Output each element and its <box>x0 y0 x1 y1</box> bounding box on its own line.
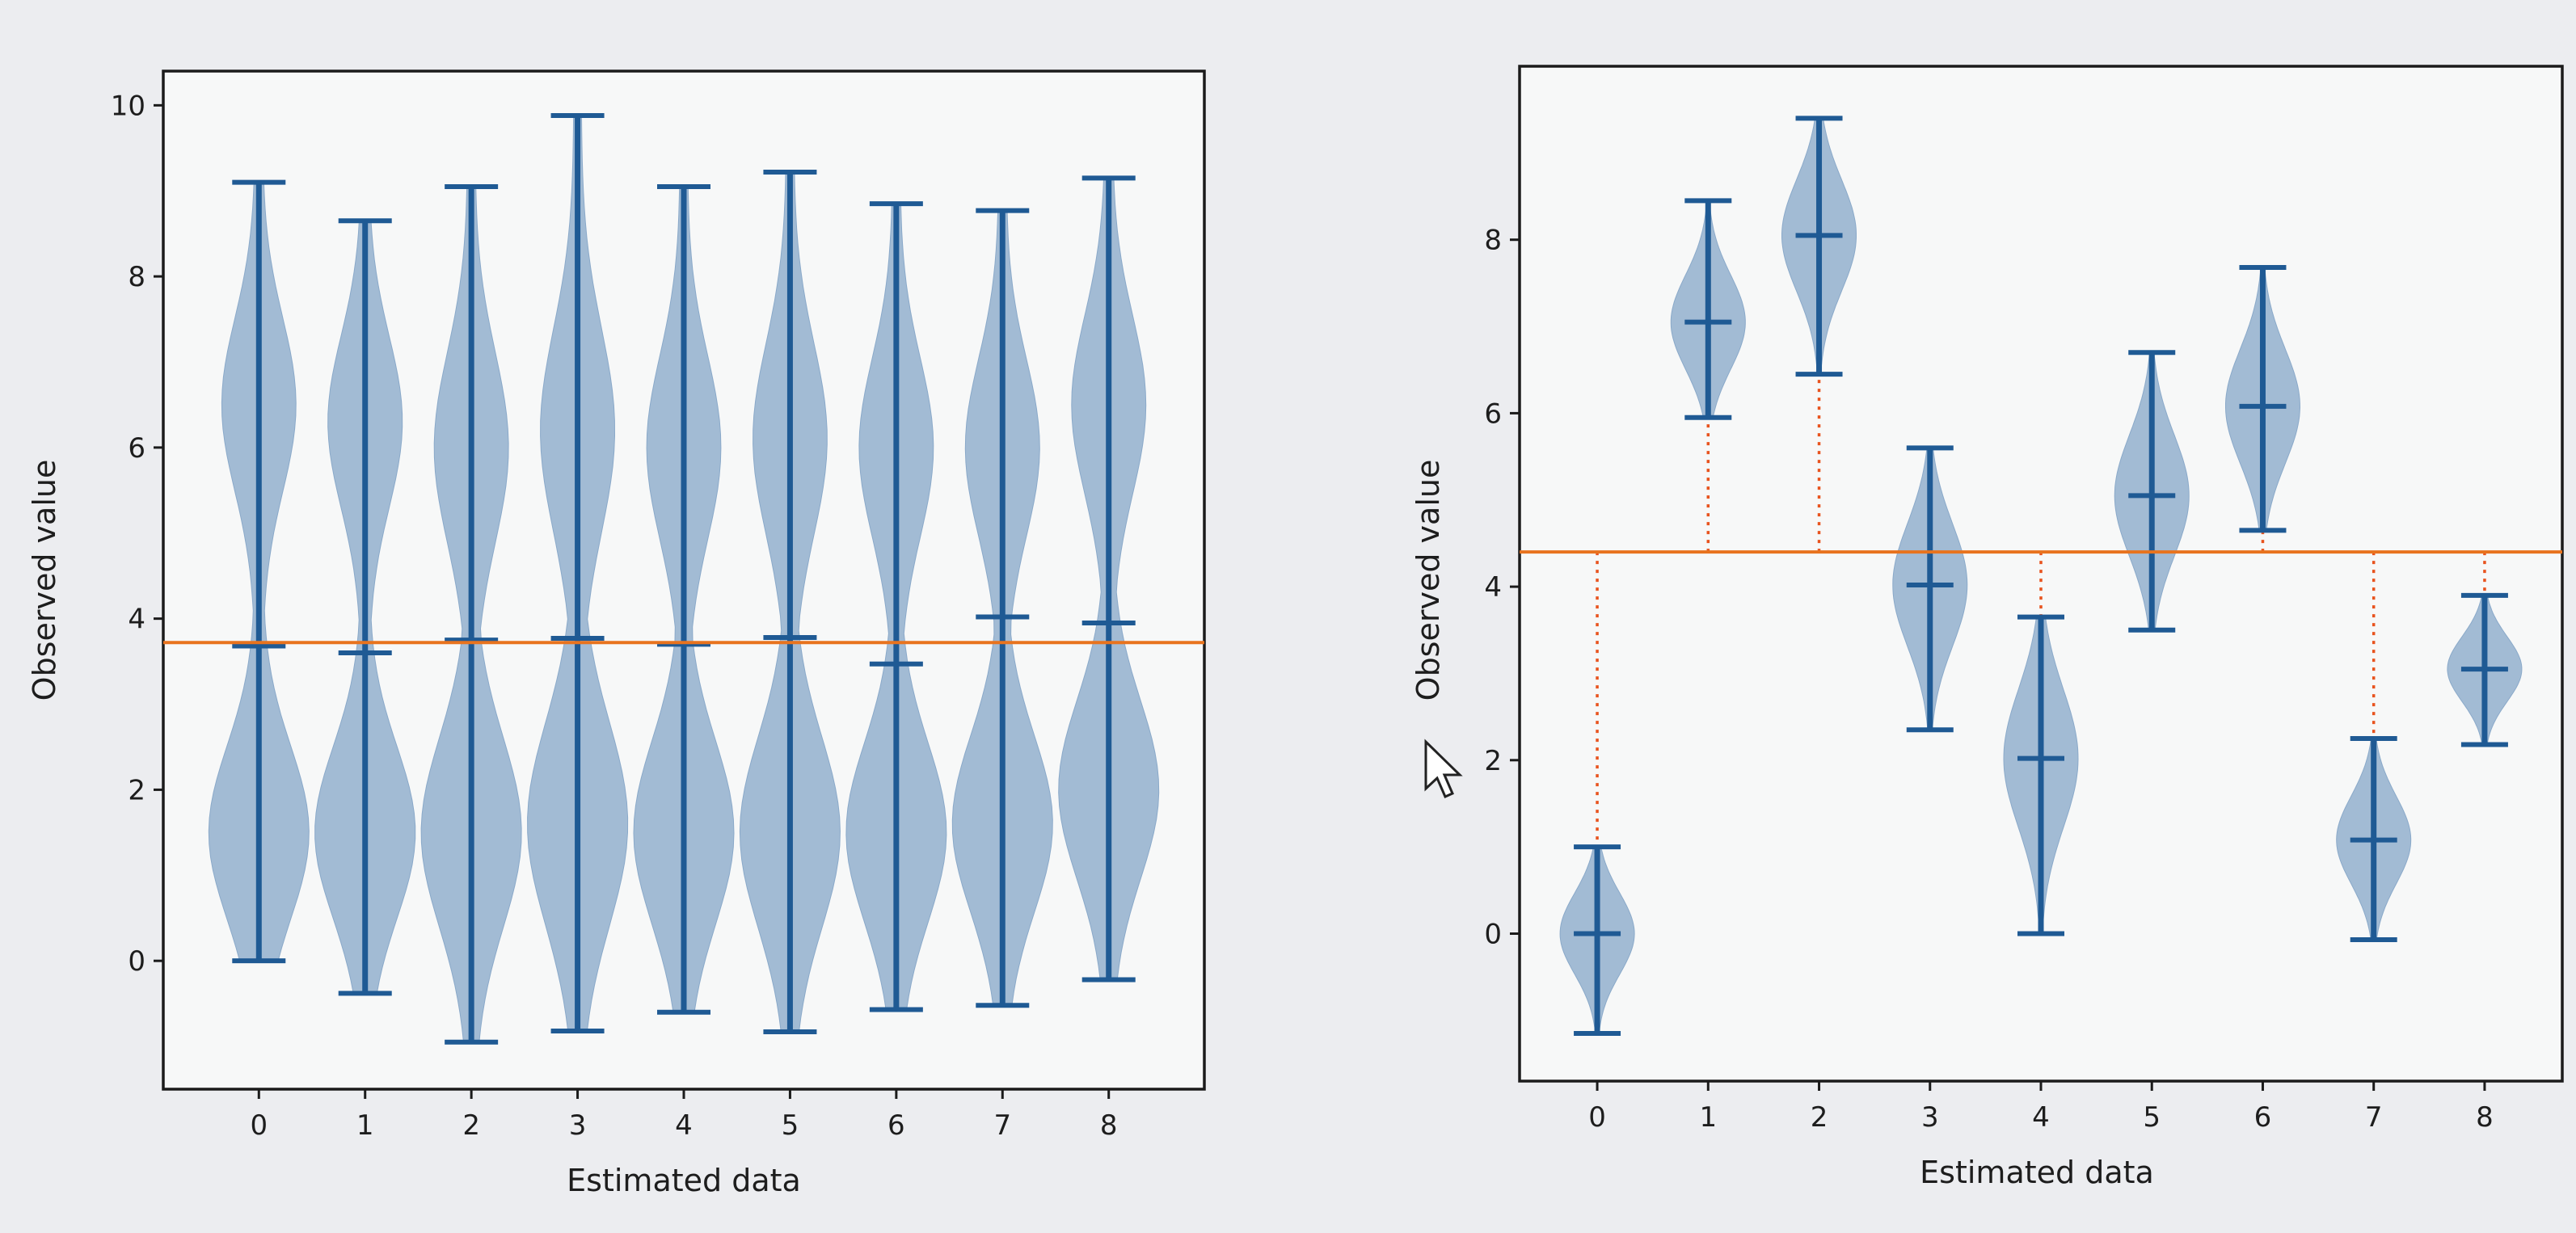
x-axis-ticks-left: 0 1 2 3 4 5 6 7 8 <box>250 1089 1118 1142</box>
x-tick-label-8: 8 <box>1100 1109 1118 1142</box>
y-tick-label-3: 6 <box>1484 398 1502 430</box>
y-tick-label-2: 4 <box>1484 571 1502 604</box>
x-tick-label-7: 7 <box>2365 1101 2383 1134</box>
x-tick-label-6: 6 <box>2254 1101 2272 1134</box>
y-axis-label-left: Observed value <box>27 460 62 701</box>
chart-right: 0 2 4 6 8 0 1 2 3 4 5 6 7 8 Estimated data Observed … <box>1410 65 2564 1190</box>
y-axis-ticks-right: 0 2 4 6 8 <box>1484 225 1520 951</box>
x-tick-label-5: 5 <box>2143 1101 2161 1134</box>
mouse-cursor-icon <box>1424 739 1463 798</box>
x-tick-label-8: 8 <box>2476 1101 2494 1134</box>
y-axis-ticks-left: 0 2 4 6 8 10 <box>111 90 163 978</box>
y-tick-label-3: 6 <box>128 432 145 465</box>
y-tick-label-1: 2 <box>1484 745 1502 777</box>
x-tick-label-6: 6 <box>887 1109 905 1142</box>
y-tick-label-4: 8 <box>128 261 145 293</box>
x-tick-label-1: 1 <box>356 1109 374 1142</box>
x-axis-ticks-right: 0 1 2 3 4 5 6 7 8 <box>1588 1081 2494 1134</box>
x-tick-label-2: 2 <box>462 1109 480 1142</box>
y-axis-label-right: Observed value <box>1410 460 1446 701</box>
y-tick-label-5: 10 <box>111 90 145 122</box>
y-tick-label-0: 0 <box>128 945 145 978</box>
x-tick-label-7: 7 <box>993 1109 1011 1142</box>
chart-left: 0 2 4 6 8 10 0 1 2 3 4 5 6 7 8 Estimated data Observe… <box>27 69 1206 1198</box>
x-tick-label-0: 0 <box>1588 1101 1606 1134</box>
x-tick-label-3: 3 <box>1921 1101 1939 1134</box>
x-tick-label-3: 3 <box>569 1109 587 1142</box>
y-tick-label-1: 2 <box>128 774 145 806</box>
y-tick-label-2: 4 <box>128 604 145 636</box>
x-tick-label-5: 5 <box>782 1109 799 1142</box>
y-tick-label-4: 8 <box>1484 225 1502 257</box>
x-tick-label-2: 2 <box>1811 1101 1828 1134</box>
x-tick-label-4: 4 <box>675 1109 693 1142</box>
x-axis-label-left: Estimated data <box>567 1163 801 1198</box>
x-axis-label-right: Estimated data <box>1920 1155 2154 1190</box>
y-tick-label-0: 0 <box>1484 919 1502 951</box>
violins-right <box>1559 116 2523 1036</box>
x-tick-label-0: 0 <box>250 1109 268 1142</box>
x-tick-label-4: 4 <box>2032 1101 2050 1134</box>
x-tick-label-1: 1 <box>1699 1101 1717 1134</box>
violins-left <box>208 113 1160 1045</box>
